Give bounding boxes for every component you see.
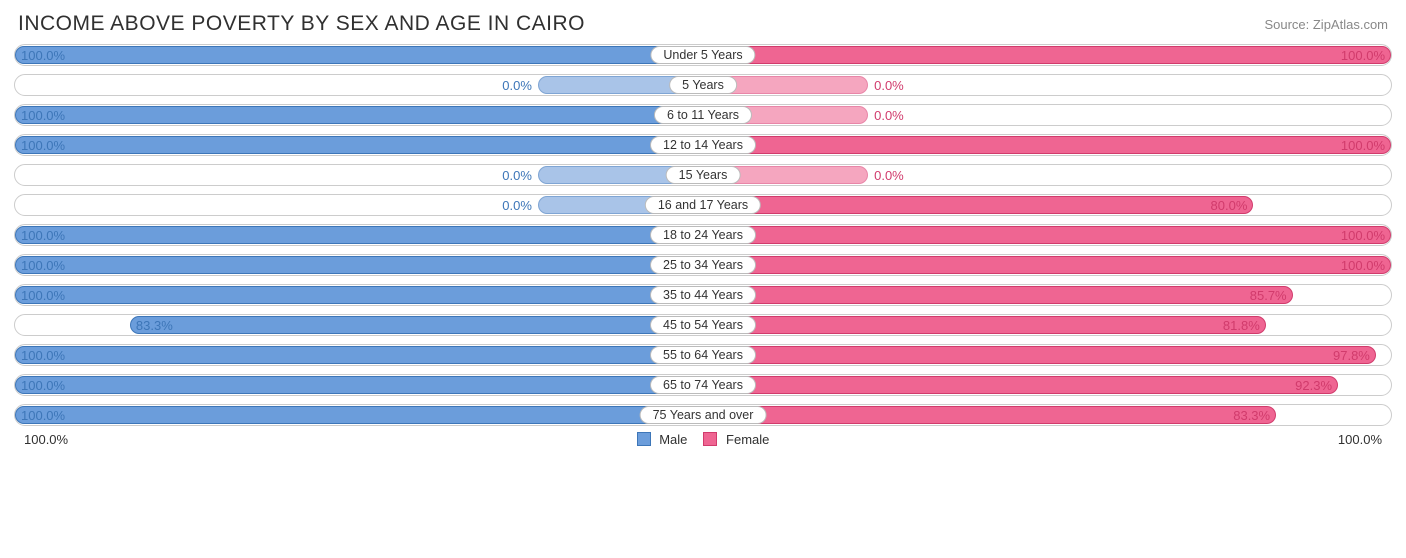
age-label: 65 to 74 Years	[650, 376, 756, 394]
male-value: 0.0%	[496, 165, 538, 185]
chart-row: 0.0% 0.0% 5 Years	[14, 74, 1392, 96]
age-label: 12 to 14 Years	[650, 136, 756, 154]
chart-row: 100.0% 0.0% 6 to 11 Years	[14, 104, 1392, 126]
female-value: 0.0%	[868, 105, 910, 125]
male-bar	[15, 136, 703, 154]
age-label: 6 to 11 Years	[654, 106, 752, 124]
female-bar	[703, 406, 1276, 424]
male-value: 100.0%	[15, 375, 71, 395]
female-bar	[703, 316, 1266, 334]
female-bar	[703, 346, 1376, 364]
male-value: 100.0%	[15, 405, 71, 425]
male-bar	[15, 376, 703, 394]
legend-female-label: Female	[726, 432, 769, 447]
female-bar	[703, 196, 1253, 214]
male-value: 100.0%	[15, 135, 71, 155]
female-value: 0.0%	[868, 75, 910, 95]
chart-row: 100.0% 85.7% 35 to 44 Years	[14, 284, 1392, 306]
male-bar	[15, 106, 703, 124]
female-value: 85.7%	[1244, 285, 1293, 305]
female-value: 0.0%	[868, 165, 910, 185]
female-value: 92.3%	[1289, 375, 1338, 395]
age-label: 25 to 34 Years	[650, 256, 756, 274]
chart-title: INCOME ABOVE POVERTY BY SEX AND AGE IN C…	[18, 12, 585, 36]
female-bar	[703, 286, 1293, 304]
chart-row: 83.3% 81.8% 45 to 54 Years	[14, 314, 1392, 336]
female-value: 100.0%	[1335, 255, 1391, 275]
age-label: 35 to 44 Years	[650, 286, 756, 304]
male-bar	[15, 286, 703, 304]
age-label: 75 Years and over	[640, 406, 767, 424]
female-value: 100.0%	[1335, 45, 1391, 65]
chart-row: 100.0% 97.8% 55 to 64 Years	[14, 344, 1392, 366]
female-value: 81.8%	[1217, 315, 1266, 335]
chart-row: 100.0% 100.0% 25 to 34 Years	[14, 254, 1392, 276]
axis-left-label: 100.0%	[24, 432, 68, 447]
male-value: 100.0%	[15, 255, 71, 275]
male-value: 100.0%	[15, 225, 71, 245]
axis-right-label: 100.0%	[1338, 432, 1382, 447]
male-value: 0.0%	[496, 195, 538, 215]
age-label: 5 Years	[669, 76, 737, 94]
age-label: 18 to 24 Years	[650, 226, 756, 244]
female-swatch	[703, 432, 717, 446]
male-value: 100.0%	[15, 285, 71, 305]
male-bar	[15, 406, 703, 424]
male-bar	[15, 256, 703, 274]
female-value: 97.8%	[1327, 345, 1376, 365]
chart-header: INCOME ABOVE POVERTY BY SEX AND AGE IN C…	[10, 12, 1396, 44]
female-value: 83.3%	[1227, 405, 1276, 425]
chart-footer: 100.0% Male Female 100.0%	[10, 426, 1396, 447]
chart-row: 100.0% 83.3% 75 Years and over	[14, 404, 1392, 426]
female-value: 100.0%	[1335, 135, 1391, 155]
chart-row: 100.0% 100.0% 18 to 24 Years	[14, 224, 1392, 246]
female-bar	[703, 46, 1391, 64]
chart-rows: 100.0% 100.0% Under 5 Years 0.0% 0.0% 5 Years…	[10, 44, 1396, 426]
male-bar	[15, 226, 703, 244]
age-label: 15 Years	[666, 166, 741, 184]
female-value: 100.0%	[1335, 225, 1391, 245]
female-bar	[703, 256, 1391, 274]
chart-row: 0.0% 80.0% 16 and 17 Years	[14, 194, 1392, 216]
male-swatch	[637, 432, 651, 446]
legend: Male Female	[637, 432, 770, 447]
male-value: 100.0%	[15, 45, 71, 65]
male-bar	[130, 316, 703, 334]
chart-row: 100.0% 100.0% 12 to 14 Years	[14, 134, 1392, 156]
chart-row: 0.0% 0.0% 15 Years	[14, 164, 1392, 186]
age-label: Under 5 Years	[650, 46, 755, 64]
age-label: 16 and 17 Years	[645, 196, 761, 214]
age-label: 55 to 64 Years	[650, 346, 756, 364]
male-value: 0.0%	[496, 75, 538, 95]
age-label: 45 to 54 Years	[650, 316, 756, 334]
legend-female: Female	[703, 432, 769, 447]
female-value: 80.0%	[1205, 195, 1254, 215]
chart-source: Source: ZipAtlas.com	[1264, 17, 1388, 32]
male-value: 83.3%	[130, 315, 179, 335]
chart-row: 100.0% 92.3% 65 to 74 Years	[14, 374, 1392, 396]
male-bar	[15, 46, 703, 64]
male-value: 100.0%	[15, 345, 71, 365]
poverty-chart: INCOME ABOVE POVERTY BY SEX AND AGE IN C…	[0, 0, 1406, 453]
female-bar	[703, 226, 1391, 244]
chart-row: 100.0% 100.0% Under 5 Years	[14, 44, 1392, 66]
male-value: 100.0%	[15, 105, 71, 125]
female-bar	[703, 376, 1338, 394]
male-bar	[15, 346, 703, 364]
legend-male: Male	[637, 432, 688, 447]
legend-male-label: Male	[659, 432, 687, 447]
female-bar	[703, 136, 1391, 154]
